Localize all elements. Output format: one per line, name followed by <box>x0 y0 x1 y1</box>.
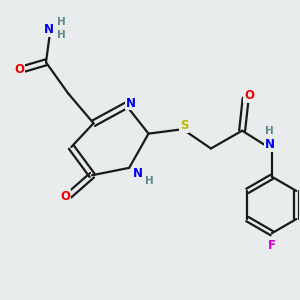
Text: N: N <box>126 97 136 110</box>
Text: O: O <box>60 190 70 202</box>
Text: O: O <box>14 63 24 76</box>
Text: O: O <box>244 89 254 102</box>
Text: N: N <box>44 23 54 36</box>
Text: S: S <box>180 119 188 132</box>
Text: H: H <box>265 126 274 136</box>
Text: F: F <box>268 239 276 252</box>
Text: H: H <box>145 176 154 186</box>
Text: N: N <box>133 167 143 180</box>
Text: H: H <box>57 30 66 40</box>
Text: N: N <box>265 138 275 151</box>
Text: H: H <box>57 17 66 27</box>
